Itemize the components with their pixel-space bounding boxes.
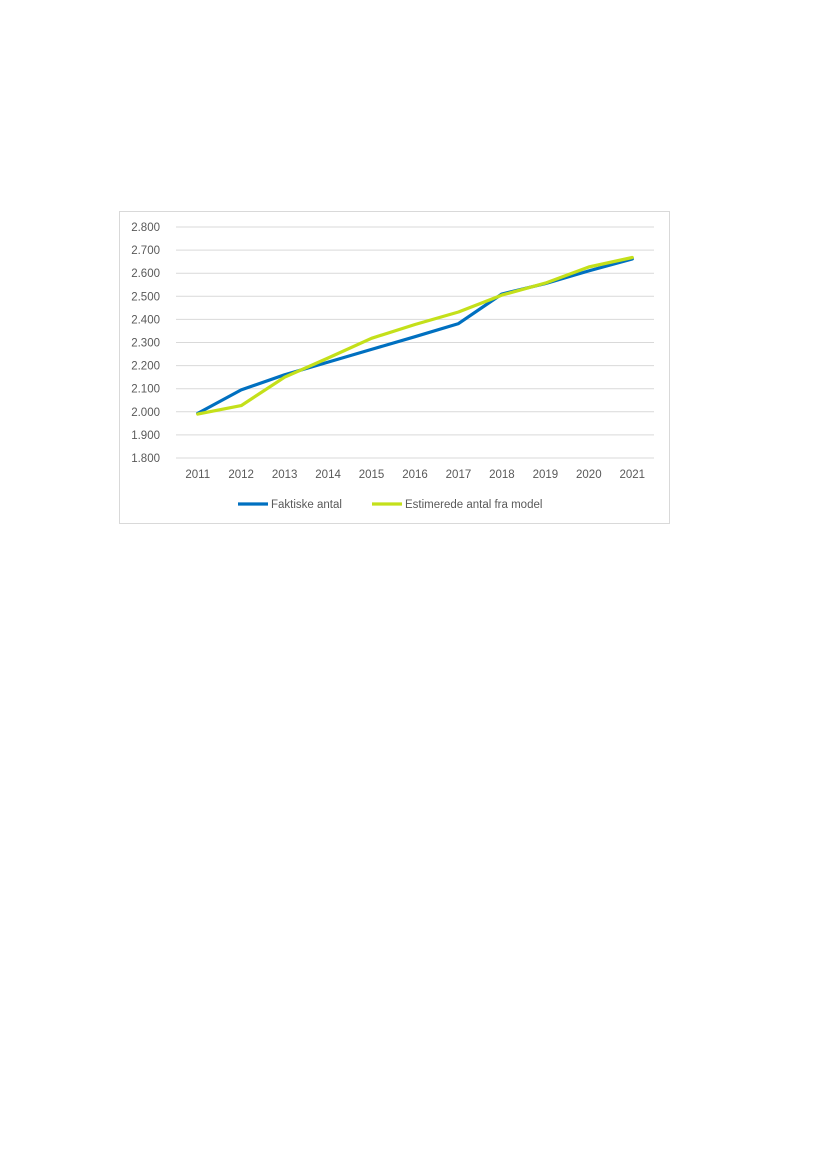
x-tick-label: 2018	[489, 469, 515, 481]
series-line-estimerede-antal	[196, 255, 634, 416]
grid-lines	[176, 226, 654, 459]
x-tick-label: 2021	[619, 469, 645, 481]
y-axis-tick-labels: 1.800 1.900 2.000 2.100 2.200 2.300 2.400 2.500…	[131, 222, 160, 465]
y-tick-label: 2.200	[131, 361, 160, 373]
x-tick-label: 2012	[228, 469, 254, 481]
legend-label: Faktiske antal	[271, 499, 342, 511]
y-tick-label: 2.000	[131, 407, 160, 419]
y-tick-label: 2.400	[131, 314, 160, 326]
x-axis-tick-labels: 2011 2012 2013 2014 2015 2016 2017 2018 2019 2020…	[185, 469, 645, 481]
x-tick-label: 2020	[576, 469, 602, 481]
x-tick-label: 2015	[359, 469, 385, 481]
legend: Faktiske antal Estimerede antal fra model	[238, 499, 542, 511]
x-tick-label: 2016	[402, 469, 428, 481]
y-tick-label: 2.800	[131, 222, 160, 234]
y-tick-label: 2.100	[131, 384, 160, 396]
y-tick-label: 2.300	[131, 338, 160, 350]
series-lines	[196, 255, 634, 416]
x-tick-label: 2011	[185, 469, 210, 481]
y-tick-label: 2.500	[131, 291, 160, 303]
legend-label: Estimerede antal fra model	[405, 499, 542, 511]
x-tick-label: 2019	[533, 469, 559, 481]
y-tick-label: 1.800	[131, 453, 160, 465]
x-tick-label: 2017	[446, 469, 472, 481]
chart-frame: 1.800 1.900 2.000 2.100 2.200 2.300 2.400 2.500…	[119, 211, 670, 524]
y-tick-label: 2.600	[131, 268, 160, 280]
line-chart: 1.800 1.900 2.000 2.100 2.200 2.300 2.400 2.500…	[131, 222, 654, 511]
x-tick-label: 2013	[272, 469, 298, 481]
y-tick-label: 2.700	[131, 245, 160, 257]
x-tick-label: 2014	[315, 469, 341, 481]
y-tick-label: 1.900	[131, 430, 160, 442]
